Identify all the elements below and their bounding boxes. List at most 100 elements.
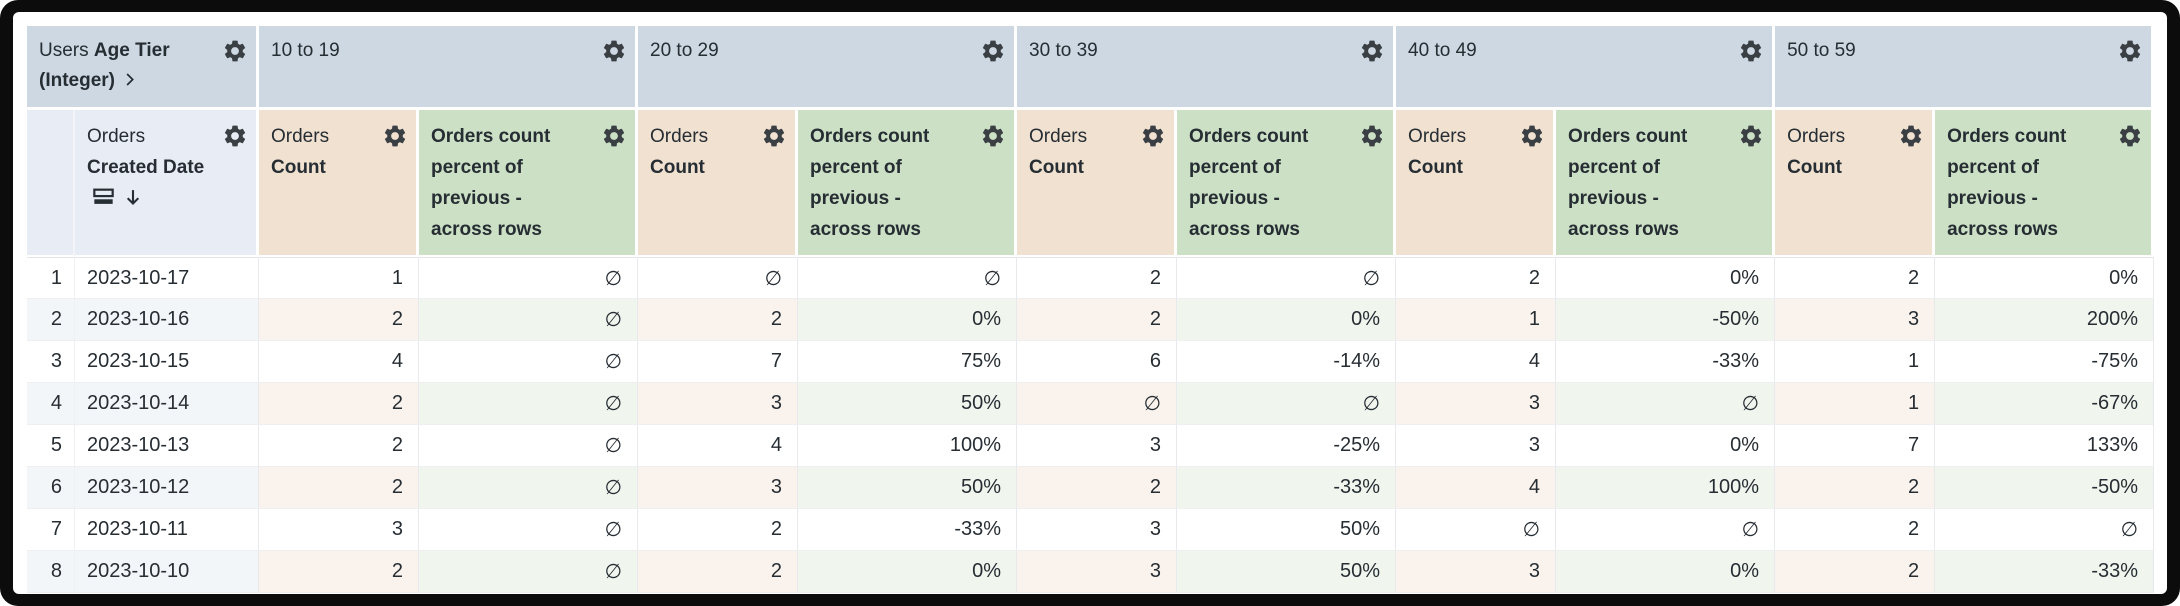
pivot-header-20-to-29[interactable]: 20 to 29 — [638, 26, 1018, 110]
percent-cell[interactable]: 50% — [1177, 551, 1397, 593]
percent-cell[interactable]: 200% — [1935, 299, 2155, 341]
percent-cell[interactable]: ∅ — [419, 299, 639, 341]
orders-created-date-header[interactable]: Orders Created Date — [75, 110, 259, 257]
percent-cell[interactable]: ∅ — [419, 383, 639, 425]
percent-cell[interactable]: ∅ — [419, 341, 639, 383]
percent-cell[interactable]: 0% — [1556, 425, 1776, 467]
percent-cell[interactable]: -33% — [1556, 341, 1776, 383]
gear-icon[interactable] — [980, 123, 1006, 149]
percent-cell[interactable]: ∅ — [1556, 383, 1776, 425]
count-cell[interactable]: 2 — [1775, 509, 1936, 551]
gear-icon[interactable] — [601, 123, 627, 149]
count-cell[interactable]: 6 — [1017, 341, 1178, 383]
percent-cell[interactable]: -67% — [1935, 383, 2155, 425]
count-cell[interactable]: 4 — [1396, 341, 1557, 383]
count-cell[interactable]: 7 — [1775, 425, 1936, 467]
percent-cell[interactable]: ∅ — [419, 467, 639, 509]
percent-cell[interactable]: 0% — [798, 551, 1018, 593]
count-cell[interactable]: 2 — [638, 509, 799, 551]
percent-cell[interactable]: 50% — [1177, 509, 1397, 551]
date-cell[interactable]: 2023-10-17 — [75, 257, 259, 299]
orders-count-header[interactable]: Orders Count — [638, 110, 799, 257]
pivot-header-10-to-19[interactable]: 10 to 19 — [259, 26, 639, 110]
count-cell[interactable]: 1 — [1775, 383, 1936, 425]
gear-icon[interactable] — [1140, 123, 1166, 149]
count-cell[interactable]: 2 — [1775, 551, 1936, 593]
count-cell[interactable]: 2 — [1775, 467, 1936, 509]
count-cell[interactable]: 2 — [259, 425, 419, 467]
percent-cell[interactable]: 0% — [1556, 551, 1776, 593]
gear-icon[interactable] — [1359, 38, 1385, 64]
percent-of-previous-header[interactable]: Orders count percent of previous - acros… — [1935, 110, 2155, 257]
count-cell[interactable]: 3 — [1017, 509, 1178, 551]
pivot-header-30-to-39[interactable]: 30 to 39 — [1017, 26, 1397, 110]
pivot-dimension-corner-header[interactable]: Users Age Tier (Integer) — [27, 26, 259, 110]
date-cell[interactable]: 2023-10-13 — [75, 425, 259, 467]
count-cell[interactable]: 3 — [1396, 383, 1557, 425]
gear-icon[interactable] — [1738, 38, 1764, 64]
percent-cell[interactable]: 0% — [1556, 257, 1776, 299]
subtotal-rows-icon[interactable] — [87, 186, 116, 208]
date-cell[interactable]: 2023-10-10 — [75, 551, 259, 593]
count-cell[interactable]: ∅ — [1017, 383, 1178, 425]
percent-cell[interactable]: ∅ — [419, 257, 639, 299]
count-cell[interactable]: 3 — [1775, 299, 1936, 341]
percent-of-previous-header[interactable]: Orders count percent of previous - acros… — [798, 110, 1018, 257]
gear-icon[interactable] — [761, 123, 787, 149]
percent-of-previous-header[interactable]: Orders count percent of previous - acros… — [1177, 110, 1397, 257]
percent-cell[interactable]: 100% — [798, 425, 1018, 467]
count-cell[interactable]: 2 — [1017, 467, 1178, 509]
percent-cell[interactable]: 100% — [1556, 467, 1776, 509]
percent-cell[interactable]: ∅ — [1177, 383, 1397, 425]
date-cell[interactable]: 2023-10-15 — [75, 341, 259, 383]
percent-cell[interactable]: 133% — [1935, 425, 2155, 467]
count-cell[interactable]: 3 — [1017, 425, 1178, 467]
percent-cell[interactable]: 0% — [798, 299, 1018, 341]
percent-cell[interactable]: -33% — [1935, 551, 2155, 593]
percent-cell[interactable]: 50% — [798, 383, 1018, 425]
gear-icon[interactable] — [1359, 123, 1385, 149]
count-cell[interactable]: 2 — [638, 551, 799, 593]
count-cell[interactable]: 2 — [638, 299, 799, 341]
count-cell[interactable]: 4 — [638, 425, 799, 467]
gear-icon[interactable] — [1898, 123, 1924, 149]
count-cell[interactable]: 4 — [1396, 467, 1557, 509]
orders-count-header[interactable]: Orders Count — [1775, 110, 1936, 257]
percent-cell[interactable]: 75% — [798, 341, 1018, 383]
percent-cell[interactable]: -50% — [1556, 299, 1776, 341]
count-cell[interactable]: 2 — [1775, 257, 1936, 299]
gear-icon[interactable] — [980, 38, 1006, 64]
percent-cell[interactable]: ∅ — [419, 509, 639, 551]
date-cell[interactable]: 2023-10-11 — [75, 509, 259, 551]
count-cell[interactable]: ∅ — [1396, 509, 1557, 551]
gear-icon[interactable] — [222, 38, 248, 64]
gear-icon[interactable] — [601, 38, 627, 64]
percent-cell[interactable]: ∅ — [1935, 509, 2155, 551]
sort-descending-icon[interactable] — [116, 186, 144, 208]
percent-cell[interactable]: 50% — [798, 467, 1018, 509]
percent-cell[interactable]: -75% — [1935, 341, 2155, 383]
count-cell[interactable]: 3 — [259, 509, 419, 551]
percent-cell[interactable]: -25% — [1177, 425, 1397, 467]
orders-count-header[interactable]: Orders Count — [259, 110, 419, 257]
count-cell[interactable]: 1 — [1775, 341, 1936, 383]
date-cell[interactable]: 2023-10-14 — [75, 383, 259, 425]
date-cell[interactable]: 2023-10-16 — [75, 299, 259, 341]
orders-count-header[interactable]: Orders Count — [1396, 110, 1557, 257]
count-cell[interactable]: 2 — [259, 299, 419, 341]
count-cell[interactable]: 1 — [1396, 299, 1557, 341]
pivot-header-40-to-49[interactable]: 40 to 49 — [1396, 26, 1776, 110]
gear-icon[interactable] — [1738, 123, 1764, 149]
count-cell[interactable]: 2 — [1017, 257, 1178, 299]
pivot-header-50-to-59[interactable]: 50 to 59 — [1775, 26, 2155, 110]
percent-cell[interactable]: -14% — [1177, 341, 1397, 383]
gear-icon[interactable] — [222, 123, 248, 149]
orders-count-header[interactable]: Orders Count — [1017, 110, 1178, 257]
gear-icon[interactable] — [1519, 123, 1545, 149]
count-cell[interactable]: 3 — [1396, 551, 1557, 593]
count-cell[interactable]: 2 — [1396, 257, 1557, 299]
count-cell[interactable]: 3 — [1396, 425, 1557, 467]
count-cell[interactable]: 3 — [638, 383, 799, 425]
count-cell[interactable]: 7 — [638, 341, 799, 383]
chevron-right-icon[interactable] — [120, 70, 139, 89]
